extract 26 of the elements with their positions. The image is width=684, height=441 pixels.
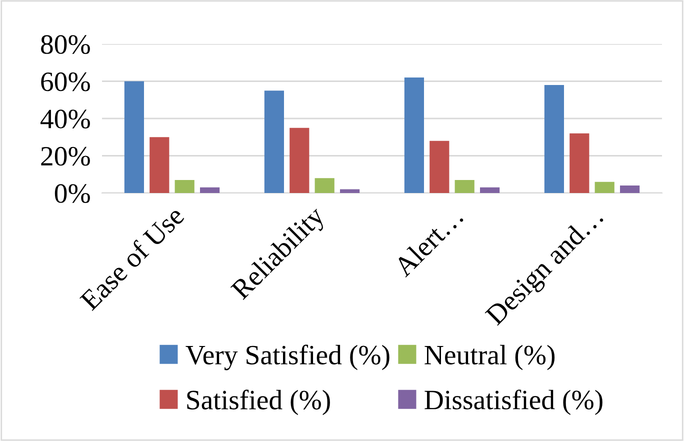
- y-tick-label: 0%: [54, 184, 90, 203]
- bar: [480, 187, 500, 193]
- bar: [404, 78, 424, 193]
- bar: [124, 81, 144, 193]
- bar: [264, 90, 284, 193]
- bar: [314, 178, 334, 193]
- legend-label: Very Satisfied (%): [186, 344, 390, 370]
- legend-label: Dissatisfied (%): [424, 390, 602, 416]
- x-tick-label: Ease of Use: [78, 204, 186, 312]
- bar: [594, 182, 614, 193]
- bar: [290, 128, 310, 193]
- bar: [200, 187, 220, 193]
- bar: [544, 84, 564, 193]
- bar: [150, 137, 170, 193]
- y-tick-label: 60%: [41, 72, 90, 92]
- bar: [430, 140, 450, 193]
- legend-label: Neutral (%): [424, 344, 555, 370]
- bar: [454, 180, 474, 193]
- y-tick-label: 80%: [41, 35, 90, 54]
- bar: [174, 180, 194, 193]
- y-tick-label: 40%: [40, 110, 90, 128]
- bar: [620, 186, 640, 193]
- y-tick-label: 20%: [41, 146, 90, 166]
- bar: [570, 133, 590, 193]
- legend-label: Satisfied (%): [187, 390, 330, 416]
- bar: [340, 189, 360, 193]
